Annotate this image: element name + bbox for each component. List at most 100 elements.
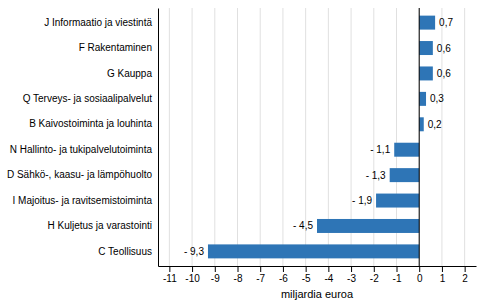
data-label: - 1,9 <box>352 195 372 206</box>
grid <box>169 8 464 266</box>
bar <box>419 117 424 131</box>
data-label: 0,6 <box>437 43 451 54</box>
data-label: 0,3 <box>430 93 444 104</box>
x-tick: -5 <box>302 266 311 284</box>
y-tick: G Kauppa <box>107 68 158 79</box>
x-tick: -4 <box>324 266 333 284</box>
y-tick-label: G Kauppa <box>107 68 152 79</box>
data-label: - 4,5 <box>293 220 313 231</box>
x-tick-label: -6 <box>279 273 288 284</box>
y-tick-label: Q Terveys- ja sosiaalipalvelut <box>23 93 153 104</box>
grid-line <box>169 8 170 266</box>
x-tick: -7 <box>256 266 265 284</box>
x-tick-label: -2 <box>370 273 379 284</box>
bars <box>208 8 435 266</box>
data-labels: - 9,3 - 4,5 - 1,9 - 1,3 - 1,1 0,2 0,3 0,6 0,6 0,7 <box>184 17 453 257</box>
grid-line <box>419 8 420 266</box>
x-tick-mark <box>442 266 443 272</box>
x-tick: -1 <box>393 266 402 284</box>
chart-svg: -11-10-9-8-7-6-5-4-3-2-1012C TeollisuusH… <box>0 0 492 304</box>
x-tick: -2 <box>370 266 379 284</box>
x-tick-label: -7 <box>256 273 265 284</box>
y-tick-label: F Rakentaminen <box>79 42 152 53</box>
y-tick-label: J Informaatio ja viestintä <box>44 17 152 28</box>
x-tick-label: -9 <box>211 273 220 284</box>
chart-container: -11-10-9-8-7-6-5-4-3-2-1012C TeollisuusH… <box>0 0 492 304</box>
x-axis-title: miljardia euroa <box>281 288 354 300</box>
x-tick-mark <box>215 266 216 272</box>
bar <box>419 92 426 106</box>
grid-line <box>192 8 193 266</box>
x-tick-mark <box>374 266 375 272</box>
x-tick-mark <box>465 266 466 272</box>
data-label: - 9,3 <box>184 246 204 257</box>
x-tick-mark <box>306 266 307 272</box>
x-tick-mark <box>260 266 261 272</box>
y-tick: F Rakentaminen <box>79 42 158 53</box>
bar <box>208 244 419 258</box>
x-tick-mark <box>192 266 193 272</box>
y-tick: D Sähkö-, kaasu- ja lämpöhuolto <box>7 169 158 180</box>
x-tick-mark <box>419 266 420 272</box>
bar <box>376 194 419 208</box>
x-tick: -11 <box>163 266 177 284</box>
y-tick: H Kuljetus ja varastointi <box>48 220 159 231</box>
x-tick: -6 <box>279 266 288 284</box>
y-tick: B Kaivostoiminta ja louhinta <box>29 118 158 129</box>
y-tick: Q Terveys- ja sosiaalipalvelut <box>23 93 158 104</box>
x-tick: -10 <box>185 266 200 284</box>
y-tick-label: H Kuljetus ja varastointi <box>48 220 153 231</box>
x-tick-mark <box>397 266 398 272</box>
x-tick-label: -5 <box>302 273 311 284</box>
data-label: 0,6 <box>437 68 451 79</box>
x-tick-label: -4 <box>324 273 333 284</box>
y-tick: C Teollisuus <box>98 246 158 257</box>
grid-line <box>260 8 261 266</box>
x-tick: -3 <box>347 266 356 284</box>
bar <box>419 66 433 80</box>
grid-line <box>214 8 215 266</box>
grid-line <box>464 8 465 266</box>
y-tick: N Hallinto- ja tukipalvelutoiminta <box>10 144 158 155</box>
y-tick-label: C Teollisuus <box>98 246 152 257</box>
x-tick-label: -11 <box>163 273 177 284</box>
y-tick-label: N Hallinto- ja tukipalvelutoiminta <box>10 144 153 155</box>
x-tick-mark <box>238 266 239 272</box>
grid-line <box>282 8 283 266</box>
x-tick-mark <box>169 266 170 272</box>
x-tick-label: 2 <box>462 273 468 284</box>
x-tick-label: -3 <box>347 273 356 284</box>
x-tick-label: -10 <box>185 273 200 284</box>
zero-line <box>419 8 420 266</box>
data-label: 0,7 <box>439 17 453 28</box>
bar <box>419 41 433 55</box>
y-axis-line <box>158 9 159 267</box>
x-tick: 1 <box>440 266 446 284</box>
y-tick: J Informaatio ja viestintä <box>44 17 158 28</box>
x-tick-label: 0 <box>417 273 423 284</box>
x-axis: -11-10-9-8-7-6-5-4-3-2-1012 <box>159 266 477 284</box>
data-label: - 1,1 <box>370 144 390 155</box>
x-tick: -9 <box>211 266 220 284</box>
bar <box>317 219 419 233</box>
bar <box>419 16 435 30</box>
data-label: - 1,3 <box>366 170 386 181</box>
x-tick: -8 <box>234 266 243 284</box>
x-axis-line <box>159 266 477 267</box>
x-tick-mark <box>351 266 352 272</box>
plot: -11-10-9-8-7-6-5-4-3-2-1012C TeollisuusH… <box>7 8 477 300</box>
x-tick-label: -1 <box>393 273 402 284</box>
y-tick-label: D Sähkö-, kaasu- ja lämpöhuolto <box>7 169 153 180</box>
x-tick-label: -8 <box>234 273 243 284</box>
x-tick-label: 1 <box>440 273 446 284</box>
y-tick-label: B Kaivostoiminta ja louhinta <box>29 118 152 129</box>
x-tick-mark <box>328 266 329 272</box>
x-tick: 0 <box>417 266 423 284</box>
y-tick: I Majoitus- ja ravitsemistoiminta <box>13 195 158 206</box>
bar <box>394 143 419 157</box>
grid-line <box>237 8 238 266</box>
x-tick-mark <box>283 266 284 272</box>
data-label: 0,2 <box>428 119 442 130</box>
x-tick: 2 <box>462 266 468 284</box>
bar <box>390 168 420 182</box>
